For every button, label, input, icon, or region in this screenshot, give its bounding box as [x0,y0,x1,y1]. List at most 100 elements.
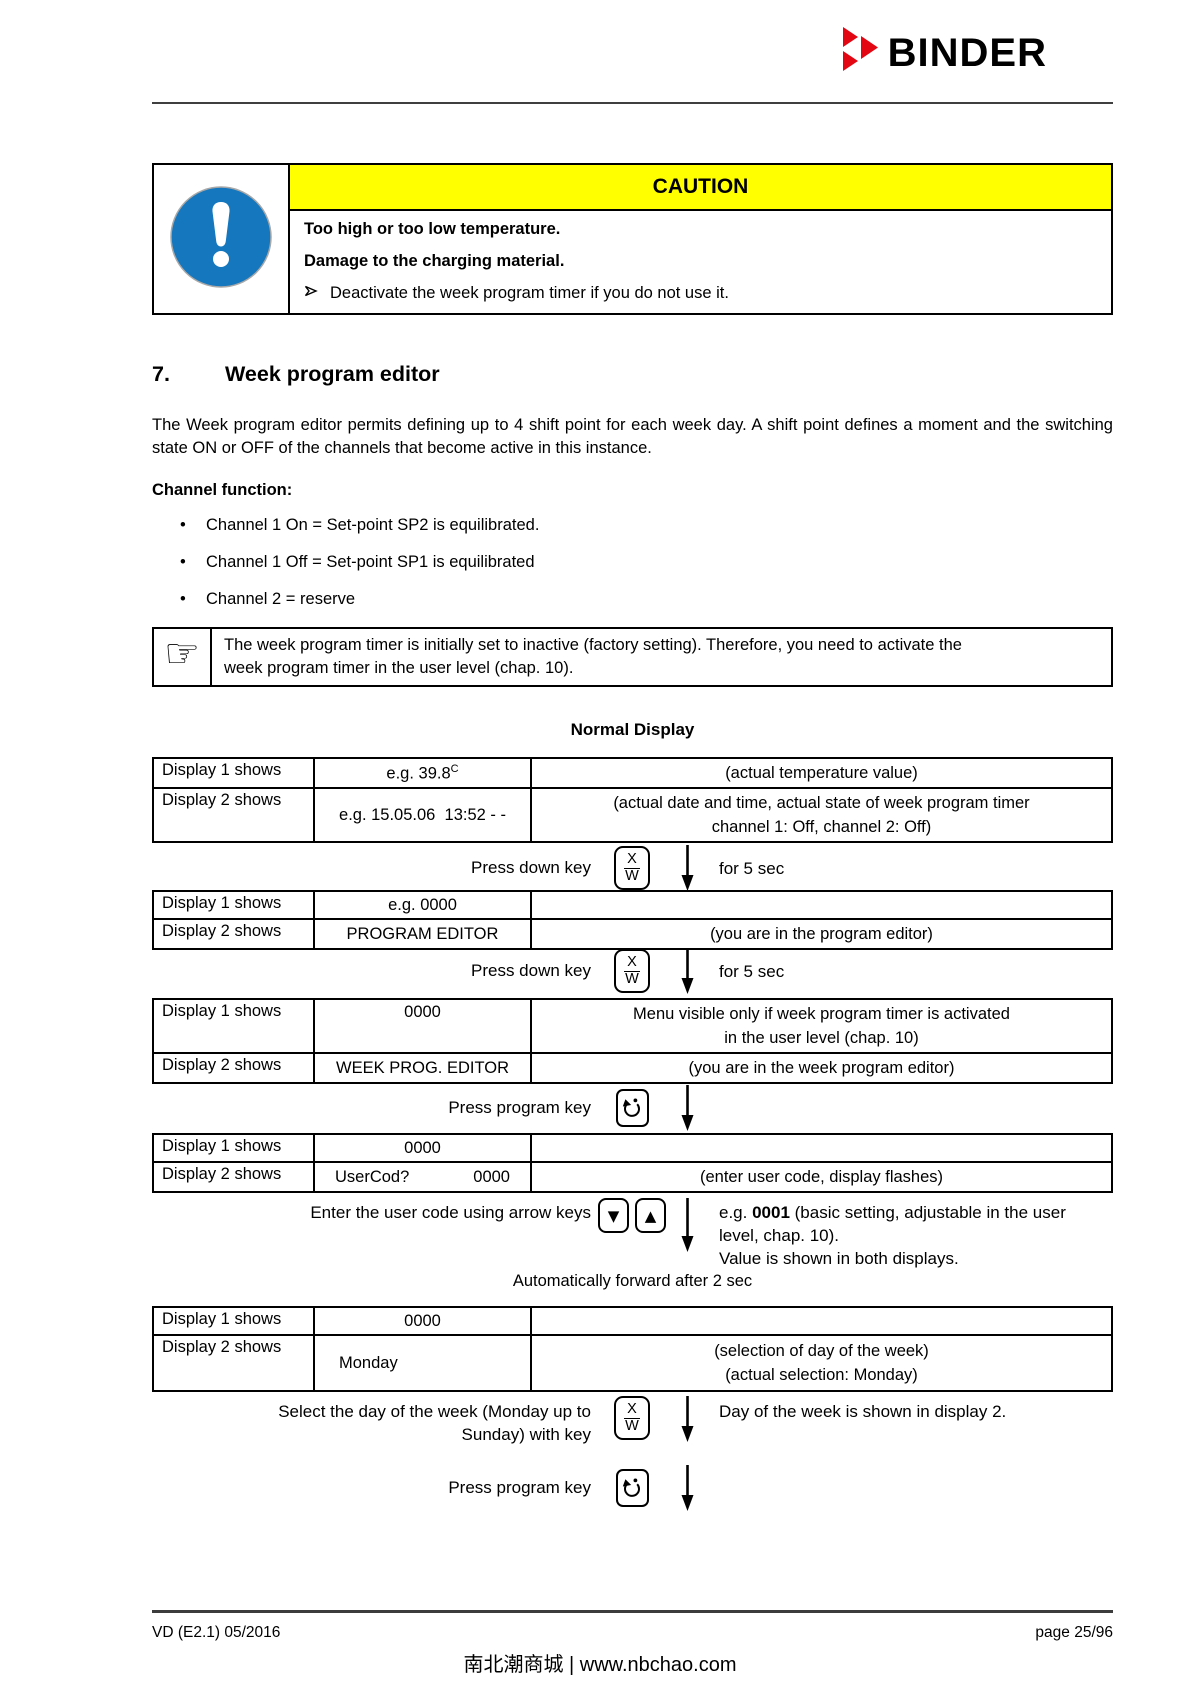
display-label: Display 1 shows [152,757,315,789]
list-item: • Channel 1 Off = Set-point SP1 is equil… [152,553,1113,572]
action-icons: X W [597,949,667,993]
section-heading: 7. Week program editor [152,362,1113,387]
down-key-icon: X W [614,949,650,993]
action-label: Press program key [448,1098,591,1117]
note-text: (basic setting, adjustable in the user l… [719,1203,1066,1245]
display-value: e.g. 39.8C [313,757,532,789]
table-row: Display 1 shows 0000 Menu visible only i… [152,998,1113,1054]
document-version: VD (E2.1) 05/2016 [152,1624,281,1641]
action-icons: X W [597,1396,667,1440]
display-desc: (selection of day of the week) (actual s… [530,1334,1113,1392]
display-desc: Menu visible only if week program timer … [530,998,1113,1054]
caution-icon-cell [154,165,290,313]
desc-line: channel 1: Off, channel 2: Off) [711,818,932,836]
caution-title-band: CAUTION [290,165,1111,211]
display-value: 0000 [313,998,532,1054]
action-select-day: Select the day of the week (Monday up to… [152,1396,1113,1446]
value-sup: C [450,762,459,775]
caution-main: CAUTION Too high or too low temperature.… [290,165,1111,313]
display-value: e.g. 15.05.06 13:52 - - [313,787,532,843]
down-key-icon: X W [614,846,650,890]
down-arrow-icon [667,1465,707,1511]
note-icon-cell: ☞ [154,629,212,685]
note-text: e.g. [719,1203,753,1222]
key-glyph: ▲ [644,1206,657,1225]
display-desc [530,1306,1113,1336]
value-text: e.g. 39.8 [386,764,451,783]
action-label: Press program key [448,1478,591,1497]
display-table-3: Display 1 shows 0000 Menu visible only i… [152,998,1113,1084]
table-row: Display 2 shows UserCod? 0000 (enter use… [152,1161,1113,1193]
display-table-2: Display 1 shows e.g. 0000 Display 2 show… [152,890,1113,950]
display-label: Display 2 shows [152,1334,315,1392]
caution-line-2: Damage to the charging material. [304,252,565,270]
pointing-hand-icon: ☞ [164,631,200,677]
action-icons [597,1469,667,1507]
down-arrow-icon [667,1196,707,1252]
action-icons: ▼ ▲ [597,1196,667,1233]
display-value: e.g. 0000 [313,890,532,920]
down-arrow-icon [667,845,707,891]
note-text-cell: The week program timer is initially set … [212,629,1111,685]
display-value: 0000 [313,1133,532,1163]
table-row: Display 1 shows e.g. 0000 [152,890,1113,920]
display-desc: (actual date and time, actual state of w… [530,787,1113,843]
binder-logo: BINDER [841,26,1047,79]
display-table-5: Display 1 shows 0000 Display 2 shows Mon… [152,1306,1113,1392]
display-value: WEEK PROG. EDITOR [313,1052,532,1084]
list-item: • Channel 1 On = Set-point SP2 is equili… [152,516,1113,535]
action-note: Day of the week is shown in display 2. [719,1402,1007,1421]
arrow-down-key-icon: ▼ [598,1198,629,1233]
footer-rule [152,1610,1113,1613]
down-arrow-icon [667,1396,707,1442]
display-desc [530,1133,1113,1163]
action-icons: X W [597,846,667,890]
table-row: Display 2 shows PROGRAM EDITOR (you are … [152,918,1113,950]
table-row: Display 2 shows e.g. 15.05.06 13:52 - - … [152,787,1113,843]
note-bold-value: 0001 [752,1203,790,1222]
action-label: Press down key [471,858,591,877]
arrowhead-bullet-icon [304,284,318,303]
note-box: ☞ The week program timer is initially se… [152,627,1113,687]
desc-line: (actual selection: Monday) [725,1366,918,1384]
caution-body: Too high or too low temperature. Damage … [290,211,1111,303]
arrow-up-key-icon: ▲ [635,1198,666,1233]
section-intro: The Week program editor permits defining… [152,416,1113,457]
action-press-program-1: Press program key [152,1085,1113,1131]
desc-line: Menu visible only if week program timer … [633,1005,1010,1023]
display-label: Display 2 shows [152,918,315,950]
action-label: Enter the user code using arrow keys [310,1203,591,1222]
display-desc: (enter user code, display flashes) [530,1161,1113,1193]
note-paragraph: e.g. 0001 (basic setting, adjustable in … [719,1201,1084,1247]
action-press-down-2: Press down key X W for 5 sec [152,948,1113,994]
brand-name: BINDER [887,30,1047,75]
display-value: 0000 [313,1306,532,1336]
action-press-program-2: Press program key [152,1465,1113,1511]
display-value: PROGRAM EDITOR [313,918,532,950]
page-number: page 25/96 [1035,1624,1113,1641]
caution-box: CAUTION Too high or too low temperature.… [152,163,1113,315]
display-label: Display 1 shows [152,1133,315,1163]
bullet-icon: • [180,590,186,608]
desc-line: (actual date and time, actual state of w… [613,794,1030,812]
program-key-icon [615,1089,649,1127]
key-glyph: ▼ [607,1206,620,1225]
key-bottom-label: W [625,970,639,987]
binder-triangles-icon [841,26,881,79]
display-label: Display 1 shows [152,1306,315,1336]
action-icons [597,1089,667,1127]
action-note: e.g. 0001 (basic setting, adjustable in … [707,1196,1113,1270]
key-top-label: X [624,851,640,869]
table-row: Display 2 shows Monday (selection of day… [152,1334,1113,1392]
display-desc [530,890,1113,920]
key-top-label: X [624,1401,640,1419]
action-press-down-1: Press down key X W for 5 sec [152,845,1113,891]
key-bottom-label: W [625,1417,639,1434]
section-number: 7. [152,362,170,386]
list-item: • Channel 2 = reserve [152,590,1113,609]
channel-function-label: Channel function: [152,481,293,499]
display-desc: (actual temperature value) [530,757,1113,789]
key-bottom-label: W [625,867,639,884]
caution-bullet-row: Deactivate the week program timer if you… [304,284,1097,303]
normal-display-title: Normal Display [570,720,695,739]
